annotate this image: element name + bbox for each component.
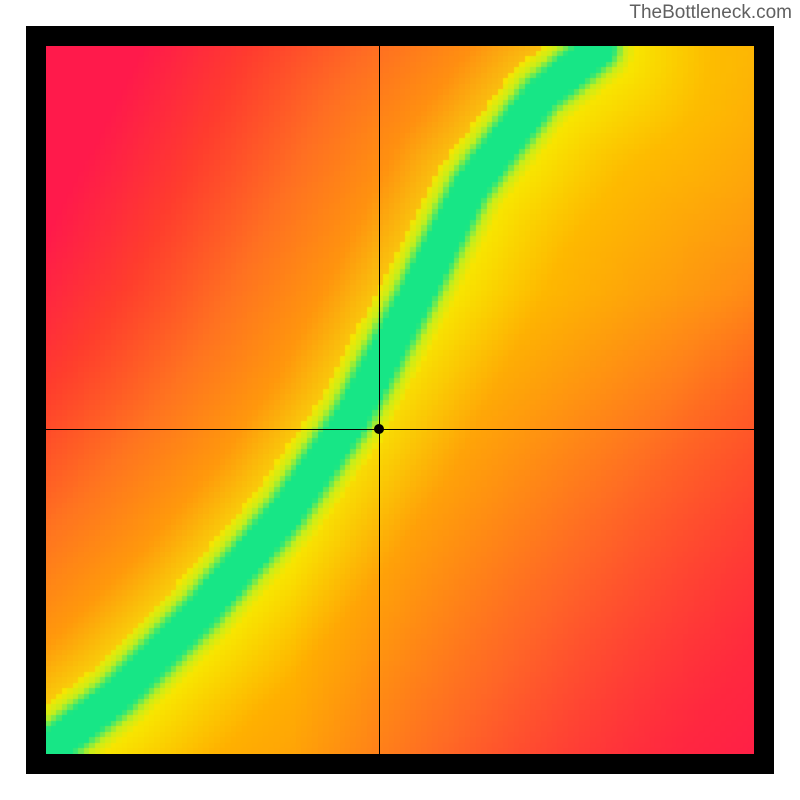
- plot-area: [46, 46, 754, 754]
- chart-outer-frame: [26, 26, 774, 774]
- crosshair-horizontal: [46, 429, 754, 430]
- heatmap-canvas: [46, 46, 754, 754]
- marker-dot: [374, 424, 384, 434]
- crosshair-vertical: [379, 46, 380, 754]
- attribution-text: TheBottleneck.com: [629, 2, 792, 24]
